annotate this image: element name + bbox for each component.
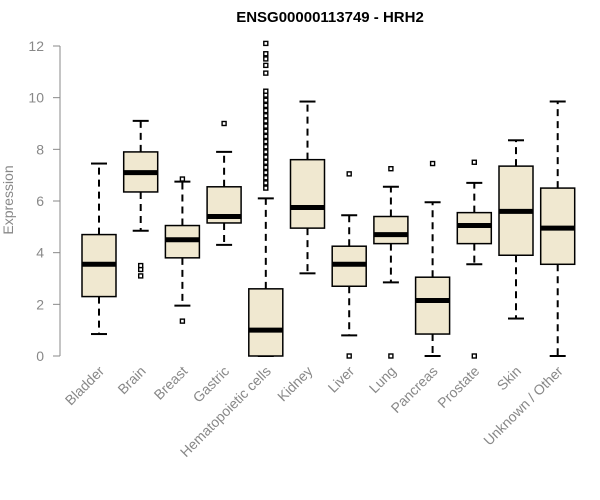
box-iqr bbox=[414, 276, 451, 335]
outlier-point bbox=[263, 133, 269, 140]
x-tick-label: Bladder bbox=[62, 363, 108, 409]
outlier-point bbox=[263, 62, 269, 69]
outlier-point bbox=[263, 70, 269, 76]
box-1 bbox=[81, 162, 117, 336]
outlier-point bbox=[221, 120, 227, 127]
outlier-point bbox=[263, 40, 269, 47]
outlier-point bbox=[429, 160, 436, 167]
outlier-point bbox=[179, 318, 186, 324]
outlier-point bbox=[263, 138, 269, 145]
y-tick-label: 2 bbox=[36, 296, 44, 312]
outlier-point bbox=[263, 123, 269, 129]
y-tick-label: 12 bbox=[28, 38, 44, 54]
outlier-point bbox=[263, 107, 269, 114]
x-tick-label: Liver bbox=[325, 363, 358, 396]
x-tick-label: Lung bbox=[366, 363, 399, 396]
box-4 bbox=[206, 120, 242, 246]
y-tick-label: 4 bbox=[36, 245, 44, 261]
box-iqr bbox=[248, 288, 284, 357]
x-tick-label: Breast bbox=[151, 363, 191, 403]
outlier-point bbox=[263, 102, 269, 109]
outlier-point bbox=[263, 113, 269, 119]
outlier-point bbox=[137, 262, 144, 269]
outlier-point bbox=[263, 118, 269, 124]
boxes-layer bbox=[81, 40, 576, 359]
x-tick-label: Prostate bbox=[434, 363, 482, 411]
outlier-point bbox=[263, 56, 269, 62]
outlier-point bbox=[263, 144, 269, 150]
box-12 bbox=[539, 100, 576, 357]
outlier-point bbox=[263, 164, 269, 171]
y-tick-label: 8 bbox=[36, 141, 44, 157]
outlier-point bbox=[263, 175, 269, 181]
box-3 bbox=[164, 176, 201, 324]
outlier-point bbox=[346, 353, 352, 359]
outlier-point bbox=[346, 171, 352, 177]
outlier-point bbox=[263, 51, 269, 57]
x-tick-label: Skin bbox=[494, 363, 525, 394]
box-10 bbox=[456, 159, 493, 359]
x-tick-label: Kidney bbox=[274, 363, 316, 405]
box-6 bbox=[289, 100, 326, 275]
box-iqr bbox=[373, 215, 409, 245]
box-iqr bbox=[289, 158, 326, 229]
outlier-point bbox=[388, 166, 394, 172]
outlier-point bbox=[263, 88, 269, 94]
outlier-point bbox=[263, 180, 269, 186]
y-tick-label: 6 bbox=[36, 193, 44, 209]
outlier-point bbox=[179, 176, 186, 182]
y-axis: 0 2 4 6 8 10 12 bbox=[28, 38, 61, 364]
box-8 bbox=[373, 166, 409, 359]
outlier-point bbox=[263, 128, 269, 134]
box-9 bbox=[414, 160, 451, 357]
outlier-point bbox=[263, 185, 269, 191]
box-7 bbox=[331, 171, 367, 359]
y-tick-label: 0 bbox=[36, 348, 44, 364]
outlier-point bbox=[137, 273, 144, 279]
outlier-point bbox=[263, 97, 269, 103]
box-2 bbox=[122, 119, 159, 279]
box-5 bbox=[248, 40, 284, 357]
outlier-point bbox=[263, 159, 269, 165]
outlier-point bbox=[263, 169, 269, 176]
box-iqr bbox=[456, 211, 493, 245]
y-axis-label: Expression bbox=[0, 165, 16, 234]
outlier-point bbox=[263, 149, 269, 155]
x-tick-label: Unknown / Other bbox=[480, 363, 566, 449]
chart-title: ENSG00000113749 - HRH2 bbox=[236, 9, 424, 26]
box-11 bbox=[498, 139, 534, 320]
outlier-point bbox=[471, 353, 477, 359]
outlier-point bbox=[471, 159, 477, 165]
outlier-point bbox=[263, 154, 269, 160]
x-tick-label: Brain bbox=[114, 363, 148, 397]
y-tick-label: 10 bbox=[28, 90, 44, 106]
outlier-point bbox=[388, 353, 394, 359]
